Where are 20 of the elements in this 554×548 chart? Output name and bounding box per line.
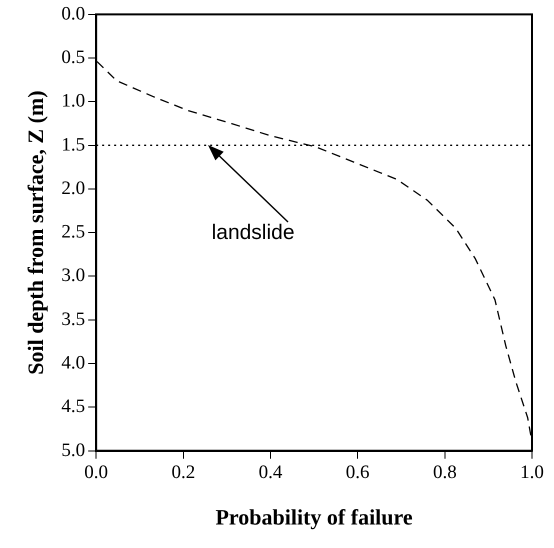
y-tick-label: 2.0 [61,178,86,199]
y-tick-label: 4.0 [61,352,86,374]
y-tick-label: 3.5 [61,308,86,330]
y-tick-label: 4.5 [61,396,86,418]
x-tick-label: 0.4 [258,462,283,484]
y-tick-label: 0.0 [61,3,86,24]
x-axis-title: Probability of failure [215,504,413,530]
x-tick-label: 0.0 [84,462,108,484]
x-tick-label: 0.6 [346,462,370,484]
y-tick-label: 2.5 [61,222,86,243]
x-tick-label: 0.2 [171,462,196,484]
y-tick-label: 1.5 [61,134,86,156]
x-tick-label: 1.0 [520,462,544,484]
y-tick-label: 1.0 [61,90,86,112]
y-tick-label: 3.0 [61,265,86,286]
x-tick-label: 0.8 [432,462,457,484]
annotation: landslide [212,221,295,244]
y-tick-label: 5.0 [61,440,86,461]
y-tick-label: 0.5 [61,47,86,68]
y-axis-title: Soil depth from surface, Z (m) [22,90,48,375]
